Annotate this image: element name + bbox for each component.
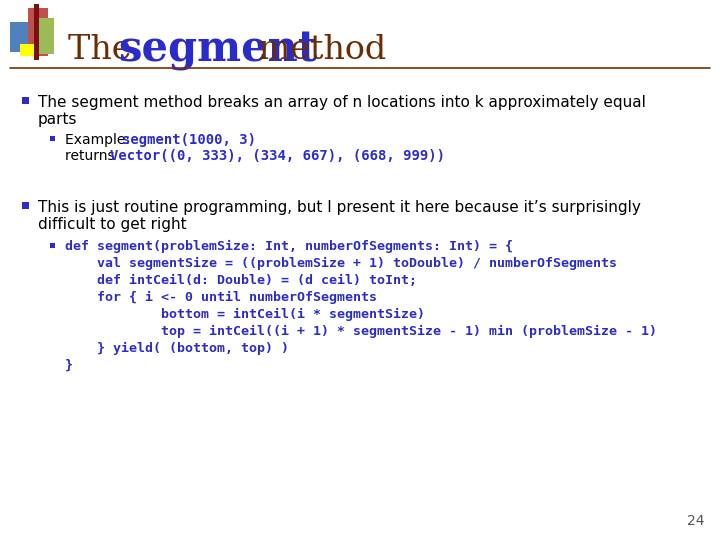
Text: 24: 24 bbox=[688, 514, 705, 528]
Text: def segment(problemSize: Int, numberOfSegments: Int) = {: def segment(problemSize: Int, numberOfSe… bbox=[65, 240, 513, 253]
Bar bbox=[10, 22, 42, 52]
Text: The: The bbox=[68, 34, 142, 66]
Text: }: } bbox=[65, 359, 73, 372]
Text: } yield( (bottom, top) ): } yield( (bottom, top) ) bbox=[65, 342, 289, 355]
Text: The segment method breaks an array of n locations into k approximately equal: The segment method breaks an array of n … bbox=[38, 95, 646, 110]
Bar bbox=[34, 4, 39, 60]
Bar bbox=[28, 8, 48, 56]
Text: returns: returns bbox=[65, 149, 119, 163]
Bar bbox=[36, 18, 54, 54]
Text: This is just routine programming, but I present it here because it’s surprisingl: This is just routine programming, but I … bbox=[38, 200, 641, 215]
Text: segment(1000, 3): segment(1000, 3) bbox=[122, 133, 256, 147]
Bar bbox=[22, 97, 29, 104]
Bar bbox=[20, 44, 38, 56]
Bar bbox=[50, 136, 55, 140]
Bar bbox=[50, 242, 55, 247]
Text: segment: segment bbox=[118, 29, 317, 71]
Text: top = intCeil((i + 1) * segmentSize - 1) min (problemSize - 1): top = intCeil((i + 1) * segmentSize - 1)… bbox=[65, 325, 657, 338]
Bar bbox=[22, 201, 29, 208]
Text: val segmentSize = ((problemSize + 1) toDouble) / numberOfSegments: val segmentSize = ((problemSize + 1) toD… bbox=[65, 257, 617, 270]
Text: Vector((0, 333), (334, 667), (668, 999)): Vector((0, 333), (334, 667), (668, 999)) bbox=[110, 149, 445, 163]
Text: difficult to get right: difficult to get right bbox=[38, 217, 186, 232]
Text: bottom = intCeil(i * segmentSize): bottom = intCeil(i * segmentSize) bbox=[65, 308, 425, 321]
Text: parts: parts bbox=[38, 112, 78, 127]
Text: Example:: Example: bbox=[65, 133, 135, 147]
Text: method: method bbox=[248, 34, 386, 66]
Text: def intCeil(d: Double) = (d ceil) toInt;: def intCeil(d: Double) = (d ceil) toInt; bbox=[65, 274, 417, 287]
Text: for { i <- 0 until numberOfSegments: for { i <- 0 until numberOfSegments bbox=[65, 291, 377, 304]
